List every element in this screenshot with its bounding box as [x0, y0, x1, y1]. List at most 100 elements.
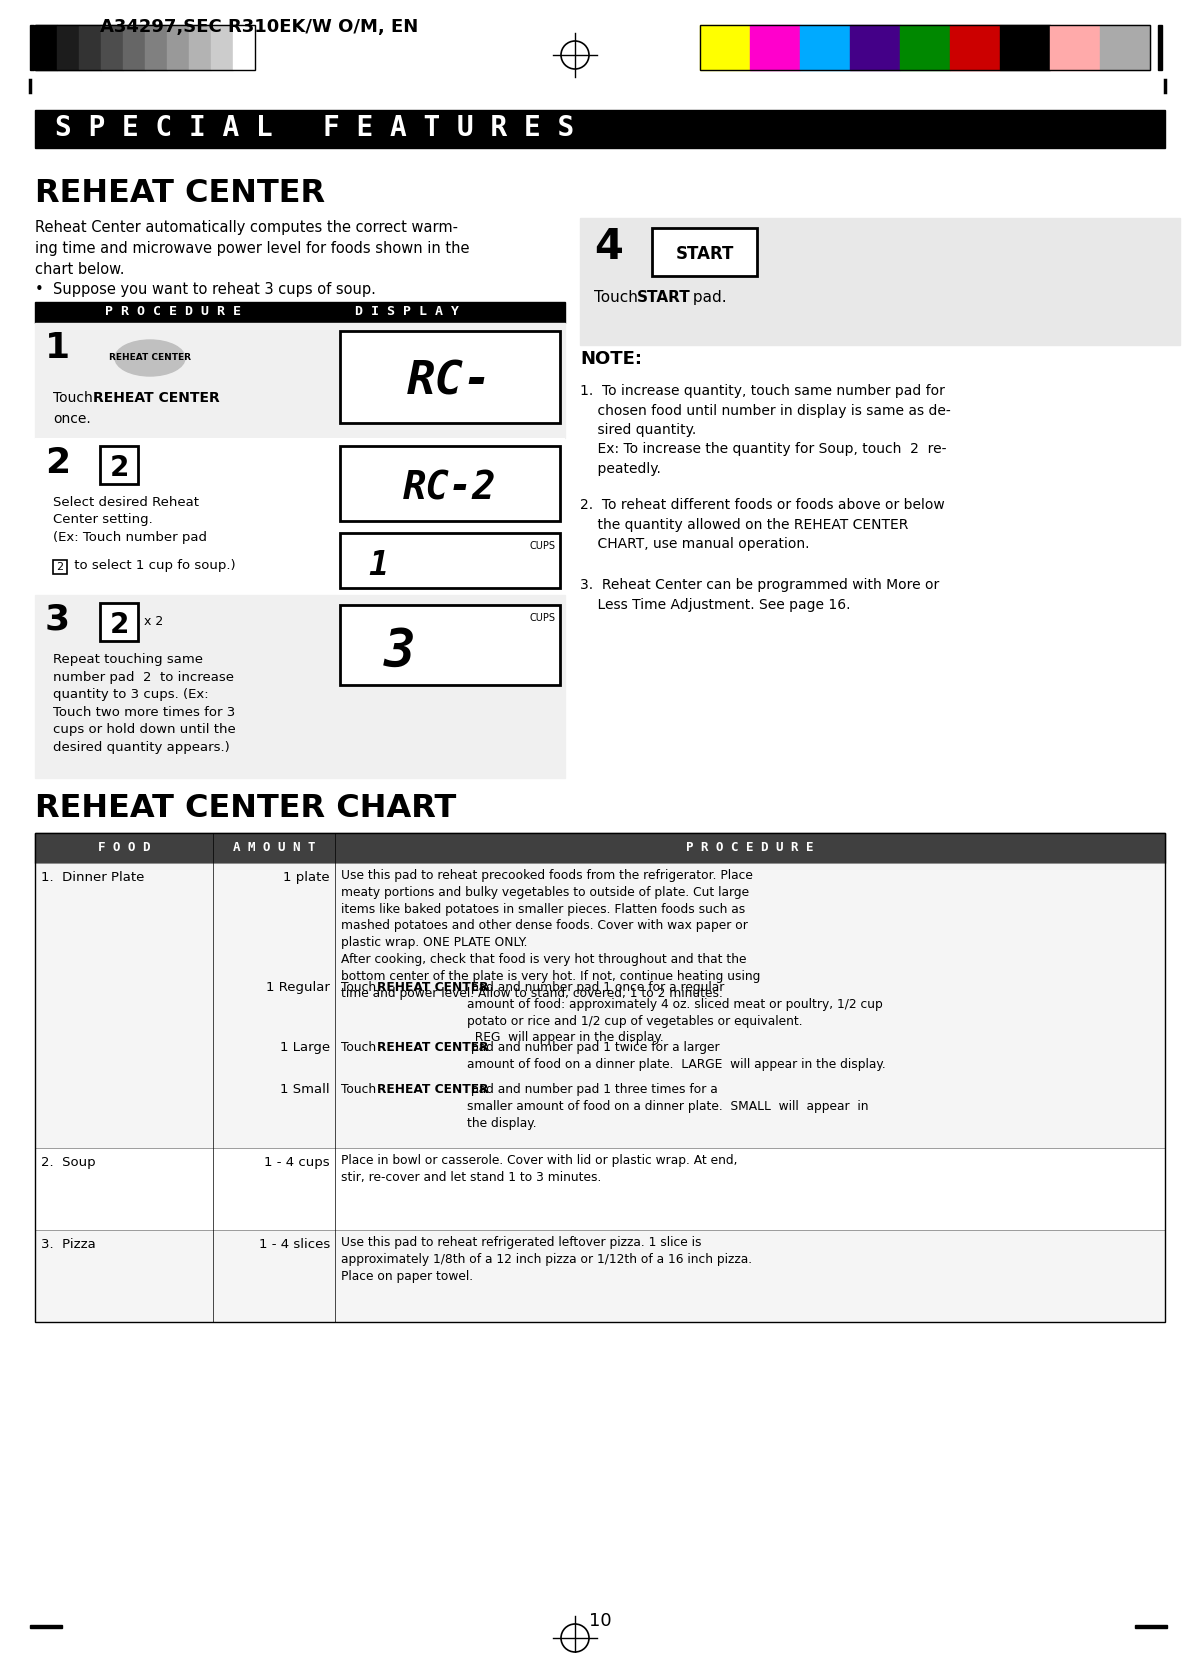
Text: P R O C E D U R E: P R O C E D U R E: [686, 841, 814, 855]
Text: pad and number pad 1 once for a regular
amount of food: approximately 4 oz. slic: pad and number pad 1 once for a regular …: [467, 980, 883, 1045]
Bar: [35, 863, 1165, 1147]
Text: REHEAT CENTER: REHEAT CENTER: [94, 392, 220, 405]
Text: REHEAT CENTER CHART: REHEAT CENTER CHART: [35, 793, 456, 823]
Bar: [190, 25, 211, 69]
Text: S P E C I A L   F E A T U R E S: S P E C I A L F E A T U R E S: [55, 114, 575, 142]
Text: REHEAT CENTER: REHEAT CENTER: [35, 179, 325, 208]
Bar: [30, 1625, 62, 1628]
Bar: [79, 25, 101, 69]
Bar: [35, 1147, 1165, 1230]
Text: pad and number pad 1 twice for a larger
amount of food on a dinner plate.  LARGE: pad and number pad 1 twice for a larger …: [467, 1041, 886, 1071]
Text: 2.  Soup: 2. Soup: [41, 1155, 96, 1169]
Bar: [340, 605, 560, 684]
Text: CUPS: CUPS: [530, 613, 556, 623]
Text: 1 plate: 1 plate: [283, 871, 330, 884]
Text: 3: 3: [384, 626, 416, 678]
Text: Use this pad to reheat refrigerated leftover pizza. 1 slice is
approximately 1/8: Use this pad to reheat refrigerated left…: [341, 1236, 752, 1283]
Bar: [211, 25, 233, 69]
Text: START: START: [637, 289, 691, 306]
Text: Reheat Center automatically computes the correct warm-
ing time and microwave po: Reheat Center automatically computes the…: [35, 220, 469, 278]
Bar: [58, 25, 79, 69]
Text: A34297,SEC R310EK/W O/M, EN: A34297,SEC R310EK/W O/M, EN: [100, 18, 419, 36]
Bar: [340, 532, 560, 588]
Text: x 2: x 2: [144, 615, 163, 628]
Bar: [950, 25, 1000, 69]
Text: Select desired Reheat
Center setting.
(Ex: Touch number pad: Select desired Reheat Center setting. (E…: [53, 496, 208, 544]
Bar: [35, 595, 565, 779]
Text: Repeat touching same
number pad  2  to increase
quantity to 3 cups. (Ex:
Touch t: Repeat touching same number pad 2 to inc…: [53, 653, 235, 754]
Bar: [700, 25, 750, 69]
Text: 1 Large: 1 Large: [280, 1041, 330, 1055]
Text: CUPS: CUPS: [530, 541, 556, 550]
Text: 2.  To reheat different foods or foods above or below
    the quantity allowed o: 2. To reheat different foods or foods ab…: [580, 498, 944, 550]
Bar: [340, 446, 560, 521]
Bar: [167, 25, 190, 69]
Bar: [340, 331, 560, 423]
Bar: [1135, 1625, 1166, 1628]
Text: 1: 1: [368, 549, 388, 582]
Bar: [100, 446, 138, 484]
Text: Touch: Touch: [594, 289, 643, 306]
Text: REHEAT CENTER: REHEAT CENTER: [377, 1083, 488, 1096]
Bar: [750, 25, 800, 69]
Bar: [800, 25, 850, 69]
Text: 1 - 4 cups: 1 - 4 cups: [264, 1155, 330, 1169]
Text: to select 1 cup fo soup.): to select 1 cup fo soup.): [70, 559, 235, 572]
Text: 1: 1: [46, 331, 70, 365]
Text: once.: once.: [53, 412, 91, 426]
Text: 2: 2: [109, 455, 128, 483]
Text: Touch: Touch: [341, 1041, 380, 1055]
Text: Use this pad to reheat precooked foods from the refrigerator. Place
meaty portio: Use this pad to reheat precooked foods f…: [341, 869, 761, 1000]
Bar: [35, 833, 1165, 1322]
Bar: [35, 438, 565, 595]
Text: Touch: Touch: [341, 980, 380, 993]
Bar: [35, 25, 256, 69]
Bar: [35, 833, 1165, 863]
Bar: [1100, 25, 1150, 69]
Bar: [35, 25, 58, 69]
Bar: [233, 25, 256, 69]
Bar: [1158, 25, 1162, 69]
Bar: [1000, 25, 1050, 69]
Text: P R O C E D U R E: P R O C E D U R E: [106, 306, 241, 317]
Text: 1 - 4 slices: 1 - 4 slices: [259, 1238, 330, 1251]
Text: RC-2: RC-2: [403, 469, 497, 507]
Bar: [124, 25, 145, 69]
Text: NOTE:: NOTE:: [580, 350, 642, 369]
Text: Touch: Touch: [341, 1083, 380, 1096]
Text: 1 Regular: 1 Regular: [266, 980, 330, 993]
Bar: [1050, 25, 1100, 69]
Bar: [101, 25, 124, 69]
Text: REHEAT CENTER: REHEAT CENTER: [377, 980, 488, 993]
Text: 3.  Reheat Center can be programmed with More or
    Less Time Adjustment. See p: 3. Reheat Center can be programmed with …: [580, 579, 940, 612]
Bar: [35, 322, 565, 438]
Text: •  Suppose you want to reheat 3 cups of soup.: • Suppose you want to reheat 3 cups of s…: [35, 283, 376, 298]
Bar: [652, 228, 757, 276]
Text: REHEAT CENTER: REHEAT CENTER: [377, 1041, 488, 1055]
Text: START: START: [676, 245, 733, 263]
Text: 1 Small: 1 Small: [281, 1083, 330, 1096]
Bar: [580, 218, 1180, 345]
Bar: [850, 25, 900, 69]
Text: 4: 4: [594, 226, 623, 268]
Bar: [145, 25, 167, 69]
Text: 3: 3: [46, 603, 70, 636]
Text: 3.  Pizza: 3. Pizza: [41, 1238, 96, 1251]
Text: RC-: RC-: [407, 359, 493, 405]
Text: Touch: Touch: [53, 392, 97, 405]
Bar: [35, 111, 1165, 149]
Text: REHEAT CENTER: REHEAT CENTER: [109, 354, 191, 362]
Text: pad.: pad.: [688, 289, 727, 306]
Text: D I S P L A Y: D I S P L A Y: [355, 306, 458, 317]
Bar: [53, 560, 67, 574]
Text: 1.  To increase quantity, touch same number pad for
    chosen food until number: 1. To increase quantity, touch same numb…: [580, 383, 950, 476]
Bar: [700, 25, 1150, 69]
Text: 2: 2: [109, 612, 128, 640]
Text: F O O D: F O O D: [97, 841, 150, 855]
Bar: [30, 25, 34, 69]
Text: pad and number pad 1 three times for a
smaller amount of food on a dinner plate.: pad and number pad 1 three times for a s…: [467, 1083, 869, 1129]
Bar: [35, 1230, 1165, 1322]
Text: A M O U N T: A M O U N T: [233, 841, 316, 855]
Text: 2: 2: [46, 446, 70, 479]
Bar: [900, 25, 950, 69]
